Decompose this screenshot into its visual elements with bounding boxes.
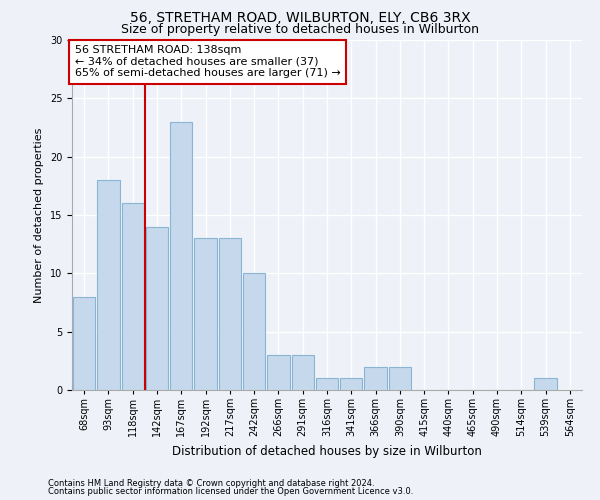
Bar bbox=[535, 378, 557, 390]
Bar bbox=[218, 238, 241, 390]
Bar bbox=[267, 355, 290, 390]
Bar bbox=[243, 274, 265, 390]
Bar bbox=[194, 238, 217, 390]
Text: 56 STRETHAM ROAD: 138sqm
← 34% of detached houses are smaller (37)
65% of semi-d: 56 STRETHAM ROAD: 138sqm ← 34% of detach… bbox=[74, 46, 340, 78]
Text: Contains HM Land Registry data © Crown copyright and database right 2024.: Contains HM Land Registry data © Crown c… bbox=[48, 478, 374, 488]
Bar bbox=[292, 355, 314, 390]
Text: Size of property relative to detached houses in Wilburton: Size of property relative to detached ho… bbox=[121, 22, 479, 36]
Bar bbox=[122, 204, 144, 390]
Bar bbox=[73, 296, 95, 390]
Bar bbox=[364, 366, 387, 390]
X-axis label: Distribution of detached houses by size in Wilburton: Distribution of detached houses by size … bbox=[172, 444, 482, 458]
Text: Contains public sector information licensed under the Open Government Licence v3: Contains public sector information licen… bbox=[48, 487, 413, 496]
Bar bbox=[316, 378, 338, 390]
Y-axis label: Number of detached properties: Number of detached properties bbox=[34, 128, 44, 302]
Bar bbox=[97, 180, 119, 390]
Bar bbox=[389, 366, 411, 390]
Text: 56, STRETHAM ROAD, WILBURTON, ELY, CB6 3RX: 56, STRETHAM ROAD, WILBURTON, ELY, CB6 3… bbox=[130, 11, 470, 25]
Bar bbox=[170, 122, 193, 390]
Bar bbox=[340, 378, 362, 390]
Bar bbox=[146, 226, 168, 390]
